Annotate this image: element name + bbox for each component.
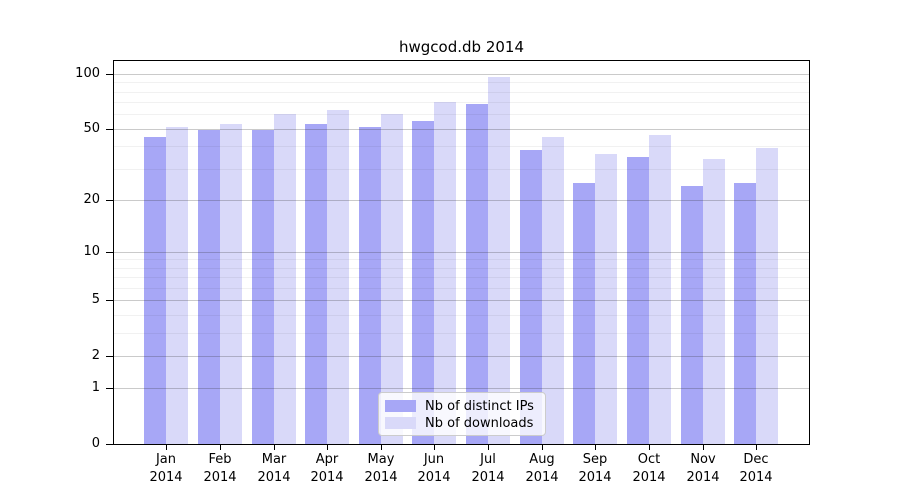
bar-downloads-jan	[166, 127, 189, 444]
x-tick-mark	[434, 444, 435, 450]
x-tick-label: May 2014	[364, 452, 398, 485]
x-tick-label: Jun 2014	[417, 452, 451, 485]
y-tick-label: 20	[83, 192, 100, 207]
x-tick-mark	[649, 444, 650, 450]
y-tick-label: 1	[91, 380, 100, 395]
x-tick-label: Dec 2014	[739, 452, 773, 485]
bar-ips-sep	[573, 182, 596, 444]
legend-entry-nb-of-distinct-ips: Nb of distinct IPs	[385, 398, 539, 414]
gridline-major	[114, 129, 809, 130]
x-tick-label: Sep 2014	[578, 452, 612, 485]
x-tick-label: Feb 2014	[203, 452, 237, 485]
x-tick-mark	[166, 444, 167, 450]
gridline-major	[114, 356, 809, 357]
bar-downloads-aug	[541, 136, 564, 444]
legend-swatch-nb-of-distinct-ips	[385, 400, 416, 412]
bar-ips-apr	[305, 124, 328, 444]
gridline-minor	[114, 315, 809, 316]
y-tick-mark	[106, 388, 113, 389]
x-tick-label: Nov 2014	[686, 452, 720, 485]
y-tick-mark	[106, 300, 113, 301]
gridline-minor	[114, 102, 809, 103]
bar-downloads-jun	[434, 102, 457, 444]
y-tick-mark	[106, 252, 113, 253]
y-tick-label: 2	[91, 348, 100, 363]
plot-area	[113, 60, 810, 445]
legend-label-nb-of-distinct-ips: Nb of distinct IPs	[425, 398, 534, 414]
x-tick-mark	[488, 444, 489, 450]
gridline-minor	[114, 268, 809, 269]
y-tick-label: 0	[91, 436, 100, 451]
x-tick-mark	[703, 444, 704, 450]
gridline-minor	[114, 333, 809, 334]
bar-downloads-feb	[219, 124, 242, 444]
gridline-major	[114, 388, 809, 389]
legend-entry-nb-of-downloads: Nb of downloads	[385, 415, 539, 431]
x-tick-label: Apr 2014	[310, 452, 344, 485]
y-tick-mark	[106, 356, 113, 357]
y-tick-mark	[106, 74, 113, 75]
bar-ips-aug	[519, 150, 542, 444]
bar-downloads-may	[380, 114, 403, 444]
y-tick-mark	[106, 129, 113, 130]
gridline-major	[114, 74, 809, 75]
gridline-minor	[114, 92, 809, 93]
gridline-minor	[114, 114, 809, 115]
y-tick-mark	[106, 200, 113, 201]
y-tick-label: 100	[75, 66, 100, 81]
x-tick-mark	[381, 444, 382, 450]
gridline-major	[114, 300, 809, 301]
x-tick-label: Jul 2014	[471, 452, 505, 485]
gridline-minor	[114, 277, 809, 278]
gridline-major	[114, 252, 809, 253]
x-tick-label: Mar 2014	[257, 452, 291, 485]
bar-downloads-jul	[488, 77, 511, 444]
bar-downloads-apr	[327, 110, 350, 444]
y-tick-label: 50	[83, 121, 100, 136]
bar-downloads-sep	[595, 154, 618, 444]
x-tick-mark	[220, 444, 221, 450]
legend-label-nb-of-downloads: Nb of downloads	[425, 415, 534, 431]
bar-downloads-oct	[649, 135, 672, 444]
bar-ips-oct	[627, 156, 650, 444]
gridline-minor	[114, 146, 809, 147]
bar-downloads-nov	[702, 158, 725, 444]
x-tick-label: Aug 2014	[525, 452, 559, 485]
bar-ips-jul	[466, 104, 489, 444]
bar-downloads-mar	[273, 114, 296, 444]
bar-ips-feb	[197, 130, 220, 444]
bar-ips-mar	[251, 130, 274, 444]
y-tick-mark	[106, 444, 113, 445]
bar-ips-jan	[144, 136, 167, 444]
bar-downloads-dec	[756, 148, 779, 444]
y-tick-label: 10	[83, 244, 100, 259]
x-tick-label: Oct 2014	[632, 452, 666, 485]
x-tick-mark	[542, 444, 543, 450]
x-tick-mark	[274, 444, 275, 450]
x-tick-label: Jan 2014	[149, 452, 183, 485]
x-tick-mark	[756, 444, 757, 450]
legend: Nb of distinct IPs Nb of downloads	[378, 392, 546, 436]
gridline-minor	[114, 169, 809, 170]
gridline-minor	[114, 82, 809, 83]
y-tick-label: 5	[91, 292, 100, 307]
legend-swatch-nb-of-downloads	[385, 417, 416, 429]
gridline-major	[114, 200, 809, 201]
gridline-minor	[114, 288, 809, 289]
bar-ips-jun	[412, 121, 435, 444]
gridline-minor	[114, 259, 809, 260]
x-tick-mark	[327, 444, 328, 450]
x-tick-mark	[595, 444, 596, 450]
bar-ips-nov	[680, 185, 703, 444]
chart-title: hwgcod.db 2014	[399, 38, 524, 56]
bar-ips-may	[358, 127, 381, 444]
bar-ips-dec	[734, 182, 757, 444]
